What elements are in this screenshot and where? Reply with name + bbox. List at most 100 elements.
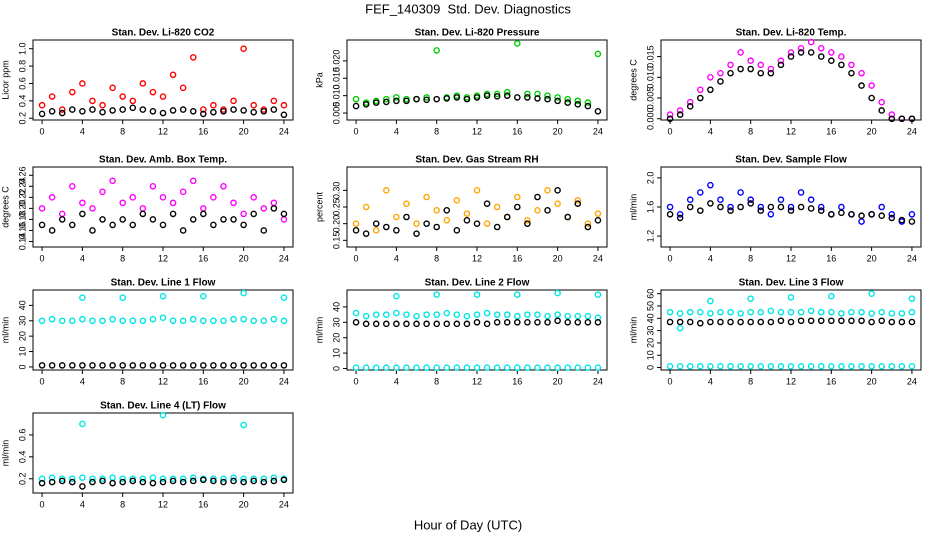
y-tick-label: 0.8: [17, 60, 27, 73]
data-point: [686, 363, 694, 370]
data-point: [260, 227, 268, 234]
data-point: [463, 364, 471, 371]
data-point: [453, 364, 461, 371]
data-point: [473, 291, 481, 298]
data-point: [878, 363, 885, 370]
data-point: [79, 294, 86, 301]
data-point: [200, 110, 207, 118]
data-point: [828, 57, 835, 65]
y-tick-label: 0.24: [17, 178, 27, 196]
data-point: [139, 210, 147, 218]
data-point: [817, 207, 825, 214]
data-point: [383, 223, 390, 231]
data-point: [240, 315, 247, 323]
data-point: [727, 308, 734, 316]
data-point: [737, 49, 744, 56]
data-point: [797, 203, 805, 211]
data-point: [443, 364, 451, 371]
x-tick-label: 20: [867, 253, 877, 263]
data-point: [908, 308, 916, 316]
data-point: [433, 320, 440, 328]
data-point: [413, 320, 420, 328]
data-point: [868, 310, 875, 317]
data-point: [270, 97, 278, 105]
x-tick-label: 20: [553, 253, 563, 263]
data-point: [129, 317, 137, 325]
x-tick-label: 20: [239, 499, 249, 509]
data-point: [503, 319, 511, 326]
y-axis-label: degrees C: [0, 186, 10, 228]
data-point: [514, 291, 521, 298]
data-point: [352, 102, 360, 110]
data-point: [149, 315, 157, 323]
data-point: [757, 318, 765, 326]
data-point: [48, 194, 56, 201]
data-point: [838, 53, 845, 60]
data-point: [362, 101, 370, 108]
data-point: [868, 318, 875, 326]
data-point: [240, 221, 247, 229]
data-point: [727, 318, 734, 326]
data-point: [878, 317, 885, 325]
data-point: [534, 95, 541, 102]
data-point: [594, 319, 602, 326]
data-point: [149, 479, 157, 487]
y-tick-label: 30: [17, 316, 27, 326]
data-point: [260, 317, 268, 325]
data-point: [179, 84, 187, 92]
data-point: [179, 106, 187, 113]
data-point: [514, 319, 521, 326]
data-point: [747, 363, 754, 370]
data-point: [149, 88, 157, 96]
data-point: [79, 315, 86, 323]
data-point: [848, 69, 855, 77]
data-point: [99, 101, 106, 109]
data-point: [544, 364, 551, 371]
y-tick-label: 0.000: [645, 107, 655, 130]
data-point: [717, 308, 724, 316]
data-point: [534, 207, 541, 214]
data-point: [463, 95, 471, 103]
data-point: [858, 308, 865, 316]
data-point: [169, 475, 177, 483]
data-point: [747, 318, 754, 326]
data-point: [393, 97, 400, 105]
y-tick-label: 0: [645, 365, 655, 370]
data-point: [179, 188, 187, 196]
data-point: [767, 318, 775, 326]
data-point: [240, 289, 247, 297]
data-point: [200, 362, 207, 369]
data-point: [787, 203, 795, 211]
data-point: [159, 93, 167, 100]
data-point: [574, 200, 582, 207]
data-point: [393, 320, 400, 328]
data-point: [453, 197, 461, 204]
data-point: [777, 363, 785, 370]
data-point: [453, 227, 461, 234]
data-point: [514, 40, 521, 47]
data-point: [433, 223, 440, 231]
data-point: [372, 364, 380, 371]
data-point: [473, 94, 481, 101]
data-point: [707, 181, 714, 189]
data-point: [89, 227, 96, 234]
data-point: [767, 203, 775, 211]
data-point: [544, 92, 551, 99]
data-point: [858, 212, 865, 220]
data-point: [403, 364, 410, 371]
data-point: [767, 307, 775, 315]
panel: Stan. Dev. Li-820 CO2 Licor ppm 0 4 8 12 16 20 2…: [0, 28, 294, 136]
x-tick-label: 20: [239, 376, 249, 386]
data-point: [69, 221, 76, 229]
y-tick-label: 10: [331, 348, 341, 358]
data-point: [383, 320, 390, 328]
data-point: [372, 99, 380, 106]
data-point: [352, 364, 360, 371]
data-point: [463, 312, 471, 320]
x-axis-label: Hour of Day (UTC): [414, 517, 522, 532]
data-point: [58, 106, 66, 113]
data-point: [270, 315, 278, 323]
x-tick-label: 4: [394, 376, 399, 386]
